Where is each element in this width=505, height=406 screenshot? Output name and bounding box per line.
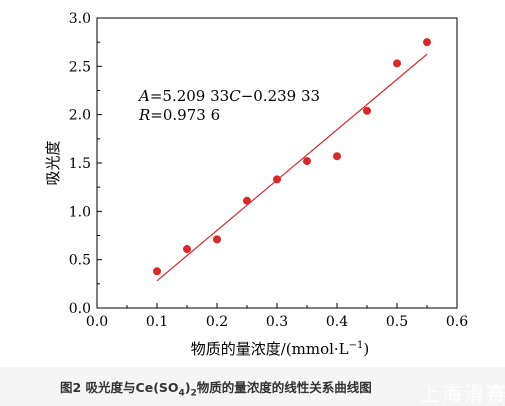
caption-mid: ) (184, 380, 191, 395)
data-point (423, 38, 431, 47)
y-tick-label: 2.0 (69, 108, 91, 124)
y-axis-label: 吸光度 (44, 140, 62, 185)
data-point (363, 106, 371, 115)
caption-suffix: 物质的量浓度的线性关系曲线图 (196, 380, 372, 395)
axes: 0.0 0.1 0.2 0.3 0.4 0.5 0.6 0.0 0.5 1.0 1.5 2.0 2.5 3… (69, 11, 468, 330)
data-point (333, 152, 341, 161)
data-point (213, 235, 221, 244)
x-tick-label: 0.4 (326, 314, 348, 330)
data-point (153, 267, 161, 276)
x-tick-label: 0.6 (446, 314, 468, 330)
y-tick-label: 1.0 (69, 204, 91, 220)
fit-line-group (156, 53, 428, 282)
caption-sub2: 2 (190, 388, 197, 399)
data-point (183, 245, 191, 254)
figure-caption: 图2 吸光度与Ce(SO4)2物质的量浓度的线性关系曲线图 (60, 377, 372, 399)
plot-frame (96, 17, 458, 309)
y-tick-label: 3.0 (69, 11, 91, 27)
x-tick-label: 0.0 (86, 314, 108, 330)
y-tick-label: 2.5 (69, 59, 91, 75)
data-point (243, 196, 251, 205)
fit-line (156, 53, 428, 282)
x-tick-label: 0.1 (146, 314, 168, 330)
caption-bar (0, 367, 505, 406)
axis-labels: 物质的量浓度/(mmol·L−1) 吸光度 (44, 140, 369, 358)
data-point (303, 157, 311, 166)
r-value-text: R=0.973 6 (138, 106, 220, 124)
equation-text: A=5.209 33C−0.239 33 (137, 87, 320, 105)
y-tick-label: 1.5 (69, 156, 91, 172)
watermark: 上海滑赛 (420, 382, 505, 406)
scatter-chart: 0.0 0.1 0.2 0.3 0.4 0.5 0.6 0.0 0.5 1.0 1.5 2.0 2.5 3… (44, 11, 468, 358)
x-tick-label: 0.3 (266, 314, 288, 330)
caption-sub: 4 (178, 388, 185, 399)
data-point (393, 59, 401, 68)
x-axis-label: 物质的量浓度/(mmol·L−1) (191, 340, 370, 358)
y-tick-label: 0.0 (69, 301, 91, 317)
x-tick-label: 0.5 (386, 314, 408, 330)
caption-prefix: 图2 吸光度与Ce(SO (60, 380, 179, 395)
data-points (153, 38, 431, 276)
equation-annotation: A=5.209 33C−0.239 33R=0.973 6 (137, 87, 320, 124)
data-point (273, 175, 281, 184)
x-tick-label: 0.2 (206, 314, 228, 330)
y-tick-label: 0.5 (69, 253, 91, 269)
